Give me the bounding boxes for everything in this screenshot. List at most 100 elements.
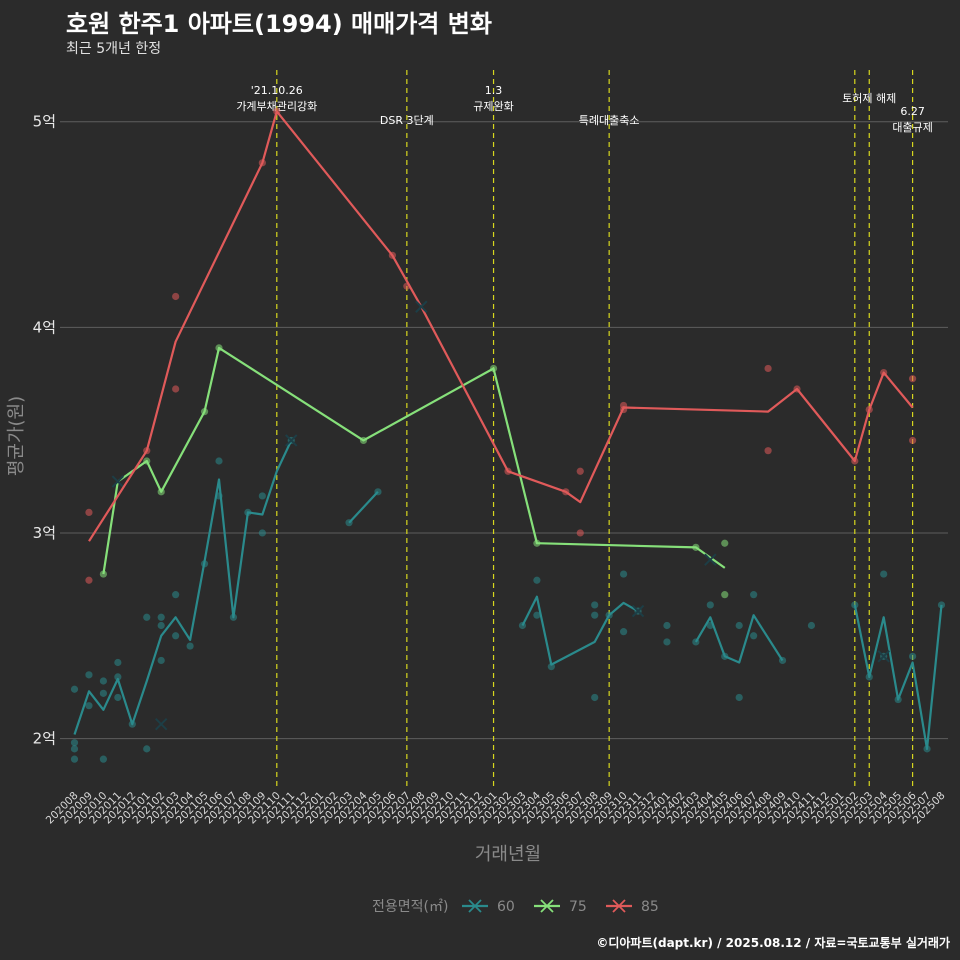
data-point xyxy=(70,755,79,763)
data-point xyxy=(99,689,107,697)
data-point xyxy=(620,570,628,578)
cross-marker xyxy=(631,604,645,618)
data-point xyxy=(157,613,165,621)
legend-key-marker xyxy=(468,899,482,913)
legend-key-marker xyxy=(540,899,554,913)
data-point xyxy=(99,677,107,685)
data-point xyxy=(70,745,79,753)
event-label: 토허제 해제 xyxy=(842,91,896,105)
cross-marker xyxy=(285,434,298,447)
data-point xyxy=(750,591,758,599)
cross-marker xyxy=(154,717,168,731)
cross-marker xyxy=(415,300,428,313)
data-point xyxy=(70,739,79,747)
data-point xyxy=(533,576,541,584)
data-point xyxy=(909,436,917,445)
legend-label-75: 75 xyxy=(569,899,587,915)
data-point xyxy=(258,492,266,500)
series-line xyxy=(521,595,639,666)
event-label: '21.10.26 xyxy=(251,84,303,97)
y-tick-label: 3억 xyxy=(33,524,56,542)
series-line xyxy=(88,110,914,542)
event-label: 1.3 xyxy=(485,84,503,97)
data-point xyxy=(258,529,266,537)
data-point xyxy=(172,632,180,640)
series-85 xyxy=(85,107,917,584)
legend-label-60: 60 xyxy=(497,899,515,915)
data-point xyxy=(706,601,714,609)
data-point xyxy=(591,611,599,619)
data-point xyxy=(85,508,93,516)
data-point xyxy=(591,693,599,702)
data-point xyxy=(880,570,888,578)
x-axis: 2020082020092020102020112020122021012021… xyxy=(44,789,948,826)
data-point xyxy=(663,638,671,646)
chart-title: 호원 한주1 아파트(1994) 매매가격 변화 xyxy=(66,10,492,38)
data-point xyxy=(114,673,122,681)
data-point xyxy=(721,591,729,599)
data-point xyxy=(533,611,541,619)
data-point xyxy=(143,745,151,753)
cross-marker xyxy=(877,650,890,663)
chart-subtitle: 최근 5개년 한정 xyxy=(66,41,162,57)
y-tick-label: 2억 xyxy=(33,730,56,748)
data-point xyxy=(764,447,772,455)
legend-title: 전용면적(㎡) xyxy=(372,899,448,915)
data-point xyxy=(172,591,180,599)
grid-lines xyxy=(60,121,948,740)
cross-marker xyxy=(704,553,717,566)
cross-marker xyxy=(111,475,125,488)
data-point xyxy=(186,642,194,650)
y-axis: 2억 3억 4억 5억 xyxy=(33,113,56,748)
data-point xyxy=(620,628,628,636)
data-point xyxy=(85,576,93,584)
data-point xyxy=(663,621,671,630)
price-series xyxy=(70,107,946,763)
data-point xyxy=(114,658,122,667)
data-point xyxy=(591,601,599,609)
data-point xyxy=(909,652,917,660)
x-axis-title: 거래년월 xyxy=(475,844,541,865)
data-point xyxy=(735,693,743,702)
data-point xyxy=(143,613,151,621)
data-point xyxy=(807,621,816,630)
legend-label-85: 85 xyxy=(641,899,659,915)
data-point xyxy=(172,385,180,393)
data-point xyxy=(721,539,729,547)
event-label: 대출규제 xyxy=(892,121,932,134)
series-75 xyxy=(99,344,729,599)
data-point xyxy=(157,621,165,630)
data-point xyxy=(70,685,79,693)
y-tick-label: 5억 xyxy=(33,113,56,131)
y-axis-title: 평균가(원) xyxy=(6,396,27,476)
data-point xyxy=(764,364,772,373)
data-point xyxy=(576,467,584,475)
data-point xyxy=(576,529,584,537)
data-point xyxy=(99,755,107,763)
series-60 xyxy=(70,434,946,763)
data-point xyxy=(85,702,93,710)
data-point xyxy=(172,292,180,301)
data-point xyxy=(909,375,917,383)
event-label: DSR 3단계 xyxy=(380,114,434,127)
y-tick-label: 4억 xyxy=(33,318,56,336)
legend: 전용면적(㎡) 60 75 85 xyxy=(372,899,659,915)
data-point xyxy=(750,632,758,640)
data-point xyxy=(114,693,122,702)
event-label: 가계부채관리강화 xyxy=(236,100,317,113)
series-line xyxy=(853,604,943,750)
series-line xyxy=(73,439,293,735)
event-label: 규제완화 xyxy=(473,100,513,113)
data-point xyxy=(215,457,223,465)
event-label: 특례대출축소 xyxy=(579,114,640,127)
series-line xyxy=(694,614,784,664)
event-label: 6.27 xyxy=(900,105,925,118)
source-caption: ©디아파트(dapt.kr) / 2025.08.12 / 자료=국토교통부 실… xyxy=(596,936,950,950)
legend-key-marker xyxy=(612,899,626,913)
data-point xyxy=(85,671,93,679)
series-line xyxy=(348,491,379,524)
data-point xyxy=(157,656,165,665)
series-line xyxy=(102,346,726,575)
